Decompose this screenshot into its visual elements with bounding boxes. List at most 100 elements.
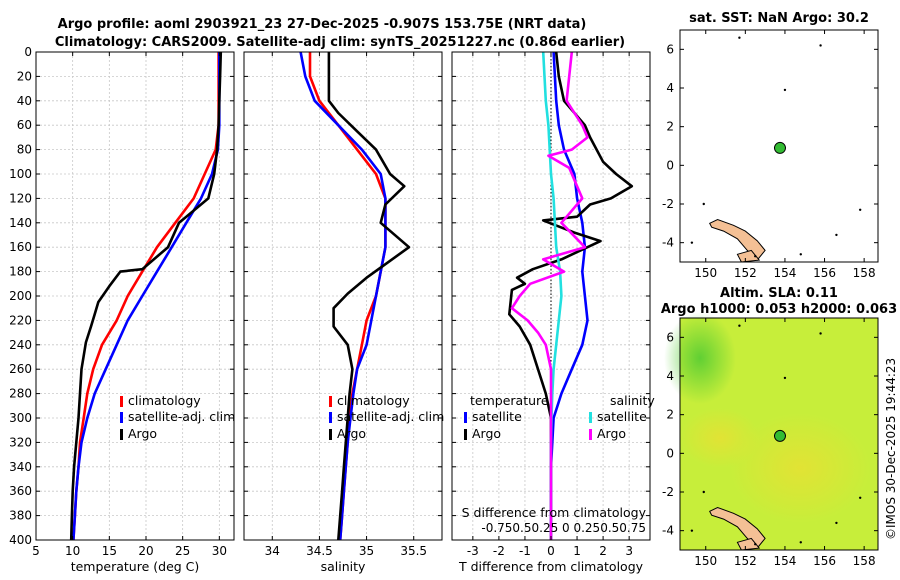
sst_map-islet	[754, 255, 757, 258]
sst_map-islet	[858, 208, 862, 211]
temperature-ytick-label: 140	[9, 216, 32, 230]
salinity-profile-plot: 34 34.5 35 35.5 salinity climatologysatellite…	[243, 51, 444, 574]
difference-xtick-label: -1	[519, 544, 531, 558]
figure-title-line1: Argo profile: aoml 2903921_23 27-Dec-202…	[58, 17, 587, 32]
sst_map-xtick-label: 154	[773, 266, 796, 280]
temperature-ytick-label: 380	[9, 509, 32, 523]
salinity-xtick-label: 35	[359, 544, 374, 558]
salinity-xtick-label: 35.5	[400, 544, 427, 558]
diff-legend-salinity-header: salinity	[610, 393, 655, 408]
temp-legend-satellite-label: satellite-adj. clim	[128, 409, 235, 424]
sst_map-xtick-label: 156	[813, 266, 836, 280]
sal-legend-argo-label: Argo	[337, 426, 366, 441]
sla_map-ytick-label: -4	[662, 524, 674, 538]
temperature-ytick-label: 280	[9, 387, 32, 401]
temperature-ytick-label: 0	[24, 45, 32, 59]
sla_map-xtick-label: 152	[734, 554, 757, 568]
salinity-xlabel: salinity	[321, 559, 366, 574]
temperature-xlabel: temperature (deg C)	[71, 559, 200, 574]
sla_map-islet	[799, 541, 802, 544]
diff-legend-s-argo-label: Argo	[597, 426, 626, 441]
sst-map-title: sat. SST: NaN Argo: 30.2	[689, 11, 869, 26]
sla_map-ytick-label: 0	[666, 446, 674, 460]
salinity-xtick-label: 34.5	[306, 544, 333, 558]
temperature-ytick-label: 260	[9, 362, 32, 376]
sst_map-ytick-label: 2	[666, 120, 674, 134]
sla_map-ytick-label: 2	[666, 408, 674, 422]
diff-xlabel2: S difference from climatology	[462, 505, 647, 520]
temperature-ytick-label: 180	[9, 265, 32, 279]
salinity-series-argo	[327, 52, 411, 541]
sst_map-islet	[819, 44, 822, 47]
diff-legend-s-satellite-swatch	[589, 412, 592, 423]
temperature-ytick-label: 200	[9, 289, 32, 303]
temperature-ytick-label: 120	[9, 191, 32, 205]
temp-legend-climatology-swatch	[120, 396, 123, 407]
difference-xtick-label: -2	[493, 544, 505, 558]
sla_map-islet	[819, 332, 822, 335]
sla-map-subtitle: Argo h1000: 0.053 h2000: 0.063	[661, 302, 897, 317]
temperature-series-argo	[69, 51, 223, 541]
temp-legend-climatology-label: climatology	[128, 393, 201, 408]
sla_map-field-low	[664, 312, 736, 404]
sla_map-ytick-label: 6	[666, 330, 674, 344]
difference-series-s-argo	[510, 51, 589, 540]
sal-legend-argo-swatch	[329, 429, 332, 440]
sla_map-islet	[754, 543, 757, 546]
temperature-xtick-label: 30	[212, 544, 227, 558]
sst_map-islet	[738, 36, 741, 39]
difference-xtick-label: 0	[547, 544, 555, 558]
copyright-stamp: ©IMOS 30-Dec-2025 19:44:23	[884, 358, 898, 540]
diff-xticks2: -0.750.50.25 0 0.250.50.75	[481, 521, 646, 535]
sla-map-title: Altim. SLA: 0.11	[720, 286, 838, 301]
sla_map-field-high	[730, 413, 870, 523]
temperature-ytick-label: 340	[9, 460, 32, 474]
sst_map-ytick-label: 0	[666, 158, 674, 172]
sla_map-ytick-label: 4	[666, 369, 674, 383]
sst_map-xtick-label: 158	[853, 266, 876, 280]
sst_map-xtick-label: 150	[694, 266, 717, 280]
temperature-xtick-label: 25	[175, 544, 190, 558]
diff-legend-t-argo-swatch	[464, 429, 467, 440]
temperature-ytick-label: 400	[9, 533, 32, 547]
temperature-xtick-label: 5	[32, 544, 40, 558]
difference-xlabel: T difference from climatology	[458, 559, 644, 574]
temperature-ytick-label: 220	[9, 313, 32, 327]
diff-legend-s-argo-swatch	[589, 429, 592, 440]
temperature-ytick-label: 300	[9, 411, 32, 425]
figure-title-line2: Climatology: CARS2009. Satellite-adj cli…	[55, 35, 625, 50]
sst_map-islet	[702, 202, 705, 206]
difference-xtick-label: -3	[467, 544, 479, 558]
difference-xtick-label: 2	[599, 544, 607, 558]
temperature-ytick-label: 240	[9, 338, 32, 352]
sal-legend-satellite-swatch	[329, 412, 332, 423]
difference-profile-plot: -3 -2 -1 0 1 2 3T difference from climatology t…	[451, 51, 655, 574]
diff-legend-s-satellite-label: satellite	[597, 409, 647, 424]
sst_map-float-marker	[773, 141, 786, 154]
sla_map-xtick-label: 156	[813, 554, 836, 568]
sst_map-ytick-label: 6	[666, 42, 674, 56]
temperature-ytick-label: 160	[9, 240, 32, 254]
temperature-ytick-label: 60	[17, 118, 32, 132]
sst_map-xtick-label: 152	[734, 266, 757, 280]
sst_map-land-new-britain	[736, 249, 761, 263]
sst_map-axes-box	[679, 29, 879, 263]
diff-legend-t-satellite-label: satellite	[472, 409, 522, 424]
sla_map-islet	[835, 521, 838, 525]
temp-legend-satellite-swatch	[120, 412, 123, 423]
sal-legend-satellite-label: satellite-adj. clim	[337, 409, 444, 424]
sst-map: sat. SST: NaN Argo: 30.2 150 152 154 156 158 -…	[662, 11, 879, 280]
sla_map-islet	[858, 496, 862, 499]
temperature-ytick-label: 80	[17, 143, 32, 157]
diff-legend-t-argo-label: Argo	[472, 426, 501, 441]
temperature-ytick-label: 100	[9, 167, 32, 181]
temperature-xtick-label: 10	[65, 544, 80, 558]
difference-xtick-label: 3	[625, 544, 633, 558]
sla_map-islet	[738, 324, 741, 327]
sal-legend-climatology-label: climatology	[337, 393, 410, 408]
temperature-profile-plot: 5 10 15 20 25 3002040608010012014016018020022…	[9, 45, 235, 574]
sst_map-islet	[835, 233, 838, 237]
temperature-ytick-label: 40	[17, 94, 32, 108]
